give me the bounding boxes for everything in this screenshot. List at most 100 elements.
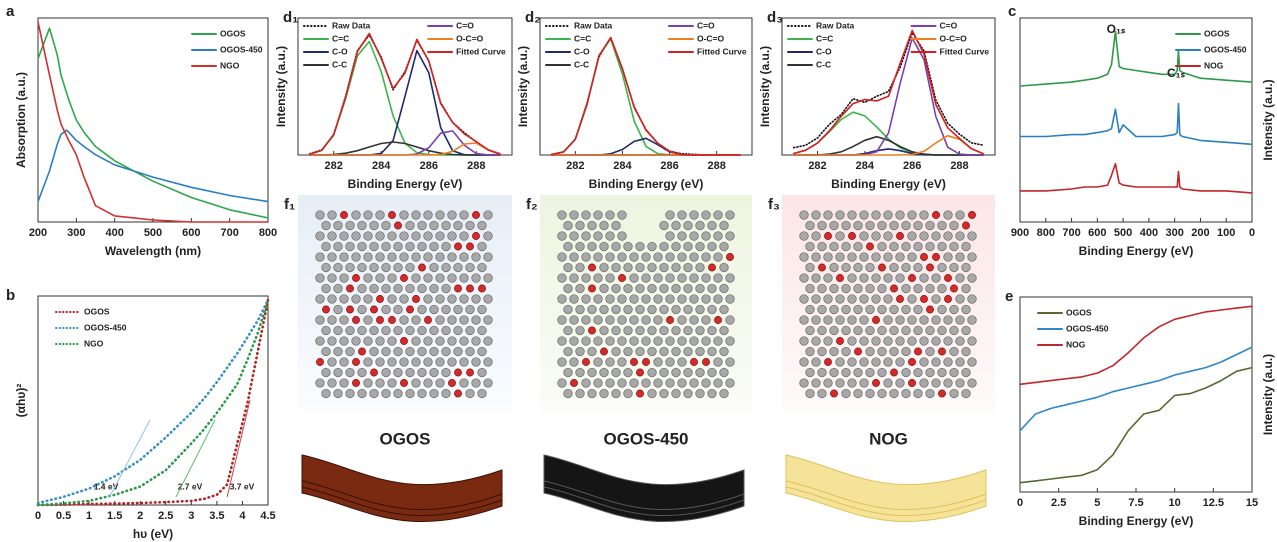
atom xyxy=(588,221,597,230)
atom xyxy=(436,274,445,283)
atom xyxy=(442,242,451,251)
atom xyxy=(466,243,473,250)
atom xyxy=(830,263,839,272)
atom xyxy=(938,263,947,272)
atom xyxy=(866,389,875,398)
x-tick-label: 0.5 xyxy=(56,510,71,522)
atom xyxy=(322,306,329,313)
atom xyxy=(914,263,923,272)
atom xyxy=(322,284,331,293)
atom xyxy=(364,211,373,220)
atom xyxy=(684,326,693,335)
atom xyxy=(328,337,337,346)
atom xyxy=(388,232,397,241)
x-tick-label: 4 xyxy=(239,510,246,522)
atom xyxy=(956,253,965,262)
atom xyxy=(588,285,595,292)
atom xyxy=(836,295,845,304)
atom xyxy=(726,232,735,241)
atom xyxy=(720,263,729,272)
atom xyxy=(582,337,591,346)
atom xyxy=(406,263,415,272)
atom xyxy=(558,337,567,346)
legend-label: NGO xyxy=(84,338,104,348)
atom xyxy=(878,242,887,251)
atom xyxy=(340,274,349,283)
atom xyxy=(358,368,367,377)
atom xyxy=(818,242,827,251)
atom xyxy=(708,347,717,356)
x-tick-label: 900 xyxy=(1011,227,1029,239)
atom xyxy=(316,274,325,283)
atom xyxy=(848,379,857,388)
atom xyxy=(824,337,833,346)
atom xyxy=(836,379,845,388)
legend-label: OGOS-450 xyxy=(220,44,263,54)
atom xyxy=(708,264,715,271)
atom xyxy=(442,368,451,377)
atom xyxy=(884,337,893,346)
atom xyxy=(612,263,621,272)
x-tick-label: 200 xyxy=(29,227,47,239)
atom xyxy=(588,368,597,377)
illustration: f₁OGOS xyxy=(284,195,512,522)
atom xyxy=(358,305,367,314)
atom xyxy=(720,389,729,398)
atom xyxy=(364,358,373,367)
atom xyxy=(388,316,395,323)
plot-frame xyxy=(1020,297,1252,492)
atom xyxy=(702,253,711,262)
atom xyxy=(472,211,479,218)
atom xyxy=(618,274,625,281)
atom xyxy=(878,326,887,335)
atom xyxy=(376,379,385,388)
atom xyxy=(914,368,923,377)
atom xyxy=(800,211,809,220)
atom xyxy=(642,316,651,325)
atom xyxy=(812,232,821,241)
atom xyxy=(316,379,325,388)
atom xyxy=(962,305,971,314)
atom xyxy=(472,358,481,367)
atom xyxy=(648,389,657,398)
atom xyxy=(842,242,851,251)
atom xyxy=(896,337,905,346)
atom xyxy=(448,295,457,304)
illustration-caption: OGOS xyxy=(379,429,430,448)
atom xyxy=(618,232,627,241)
atom xyxy=(968,316,977,325)
atom xyxy=(418,242,427,251)
plot-frame xyxy=(38,296,268,505)
figure: a200300400500600700800Wavelength (nm)Abs… xyxy=(0,0,1277,542)
atom xyxy=(594,379,603,388)
atom xyxy=(678,232,687,241)
x-tick-label: 282 xyxy=(566,160,584,172)
atom xyxy=(636,263,645,272)
atom xyxy=(926,242,935,251)
x-tick-label: 700 xyxy=(220,227,238,239)
atom xyxy=(824,316,833,325)
atom xyxy=(642,358,649,365)
atom xyxy=(600,263,609,272)
atom xyxy=(824,232,831,239)
atom xyxy=(800,379,809,388)
atom xyxy=(382,389,391,398)
atom xyxy=(666,358,675,367)
atom xyxy=(690,295,699,304)
atom xyxy=(588,242,597,251)
atom xyxy=(612,242,621,251)
x-tick-label: 1 xyxy=(86,510,92,522)
atom xyxy=(448,358,457,367)
atom xyxy=(436,379,445,388)
atom xyxy=(842,326,851,335)
atom xyxy=(352,253,361,262)
atom xyxy=(400,358,409,367)
atom xyxy=(588,347,597,356)
atom xyxy=(442,389,451,398)
atom xyxy=(860,379,869,388)
atom xyxy=(878,389,887,398)
atom xyxy=(902,368,911,377)
atom xyxy=(618,253,627,262)
atom xyxy=(588,305,597,314)
atom xyxy=(944,232,953,241)
